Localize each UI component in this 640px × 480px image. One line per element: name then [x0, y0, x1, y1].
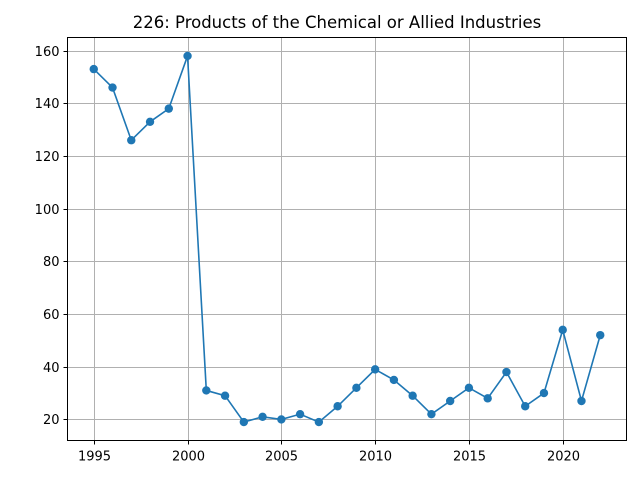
data-point [333, 402, 342, 411]
y-tick-label: 80 [43, 255, 60, 270]
data-point [108, 83, 117, 92]
data-point [502, 367, 511, 377]
plot-frame [67, 37, 627, 441]
axis-ticks: 1995 2000 2005 2010 2015 20202040608010012014… [35, 45, 580, 465]
data-point [220, 391, 230, 400]
data-point [314, 417, 324, 427]
y-tick-label: 160 [35, 45, 60, 60]
data-point [352, 383, 361, 393]
data-point [521, 402, 530, 411]
data-point [577, 396, 586, 406]
x-tick-label: 2010 [359, 450, 392, 465]
series-line [93, 55, 602, 423]
data-point [370, 365, 380, 374]
grid-lines [67, 37, 627, 441]
data-point [464, 383, 474, 393]
data-point [202, 386, 211, 395]
y-tick-label: 60 [43, 308, 60, 323]
data-point [295, 409, 305, 419]
data-point [408, 391, 417, 400]
data-point [596, 330, 605, 340]
data-point [127, 136, 136, 145]
data-point [239, 417, 249, 427]
x-tick-label: 2000 [172, 450, 205, 465]
x-tick-label: 2015 [453, 450, 486, 465]
y-tick-label: 20 [43, 413, 60, 428]
data-point [164, 104, 173, 113]
y-tick-label: 140 [35, 97, 60, 112]
data-point [539, 388, 549, 398]
x-tick-label: 1995 [78, 450, 111, 465]
x-tick-label: 2020 [547, 450, 580, 465]
data-point [427, 409, 436, 419]
data-point [145, 117, 155, 126]
y-tick-label: 120 [35, 150, 60, 165]
data-point [445, 396, 455, 406]
data-point [277, 415, 286, 424]
data-point [89, 64, 98, 74]
data-point [258, 412, 267, 421]
data-point [483, 394, 492, 403]
data-point [389, 375, 399, 385]
data-series [89, 51, 605, 427]
data-point [183, 51, 192, 61]
x-tick-label: 2005 [265, 450, 298, 465]
y-tick-label: 100 [35, 203, 60, 218]
data-point [558, 325, 567, 335]
chart-title: 226: Products of the Chemical or Allied … [133, 13, 542, 32]
y-tick-label: 40 [43, 361, 60, 376]
